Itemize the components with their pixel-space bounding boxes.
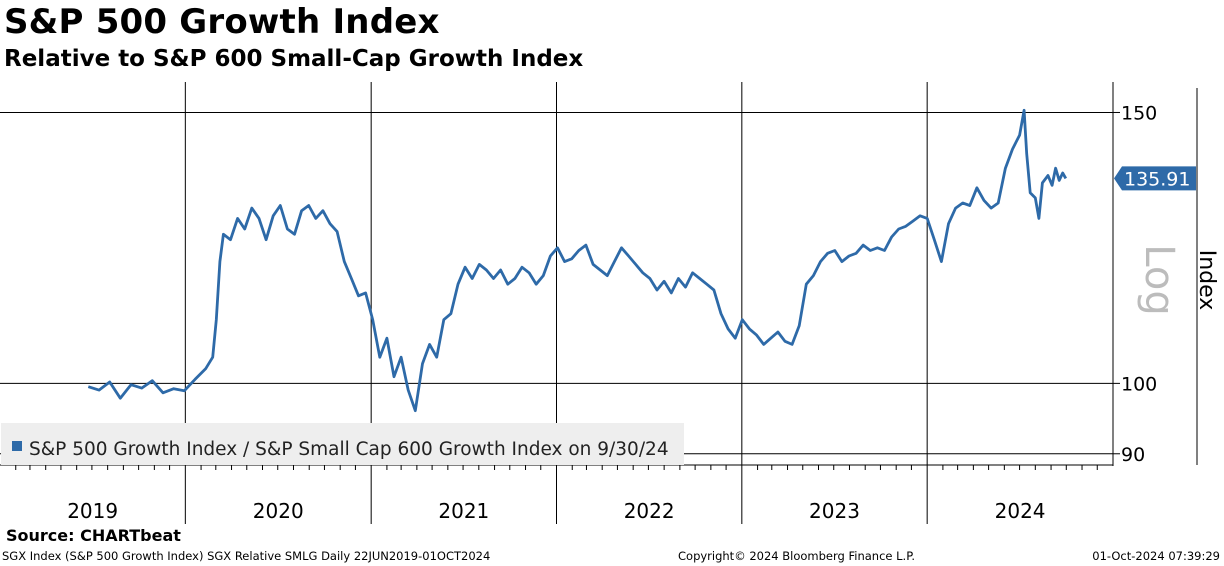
- series-line: [87, 108, 1068, 413]
- legend: S&P 500 Growth Index / S&P Small Cap 600…: [1, 423, 684, 465]
- x-tick-label: 2022: [624, 499, 675, 523]
- footer-timestamp: 01-Oct-2024 07:39:29: [1092, 549, 1220, 563]
- footer-series-info: SGX Index (S&P 500 Growth Index) SGX Rel…: [2, 549, 491, 563]
- last-value-label: 135.91: [1124, 168, 1190, 190]
- axis-layer: 150 100 90 2019 2020 2021 2022 2023 2024: [0, 82, 1198, 524]
- y-tick-label: 150: [1121, 102, 1157, 124]
- x-tick-label: 2021: [438, 499, 489, 523]
- last-value-badge-shape: [1114, 166, 1196, 191]
- y-tick-label: 100: [1121, 373, 1157, 395]
- x-tick-label: 2023: [809, 499, 860, 523]
- legend-swatch: [12, 441, 22, 451]
- chart-title: S&P 500 Growth Index: [4, 2, 440, 42]
- y-axis-title: Index: [1194, 250, 1219, 311]
- grid-layer: [0, 82, 1113, 465]
- y-tick-label: 90: [1121, 444, 1145, 466]
- x-tick-label: 2024: [995, 499, 1046, 523]
- legend-label: S&P 500 Growth Index / S&P Small Cap 600…: [29, 439, 669, 460]
- source-note: Source: CHARTbeat: [6, 526, 181, 545]
- legend-background: [1, 423, 684, 465]
- chart-subtitle: Relative to S&P 600 Small-Cap Growth Ind…: [4, 46, 584, 72]
- last-value-badge: 135.91: [1114, 166, 1196, 191]
- footer-copyright: Copyright© 2024 Bloomberg Finance L.P.: [678, 549, 915, 563]
- y-axis-scale-label: Log: [1136, 244, 1182, 315]
- x-tick-label: 2019: [67, 499, 118, 523]
- x-tick-label: 2020: [253, 499, 304, 523]
